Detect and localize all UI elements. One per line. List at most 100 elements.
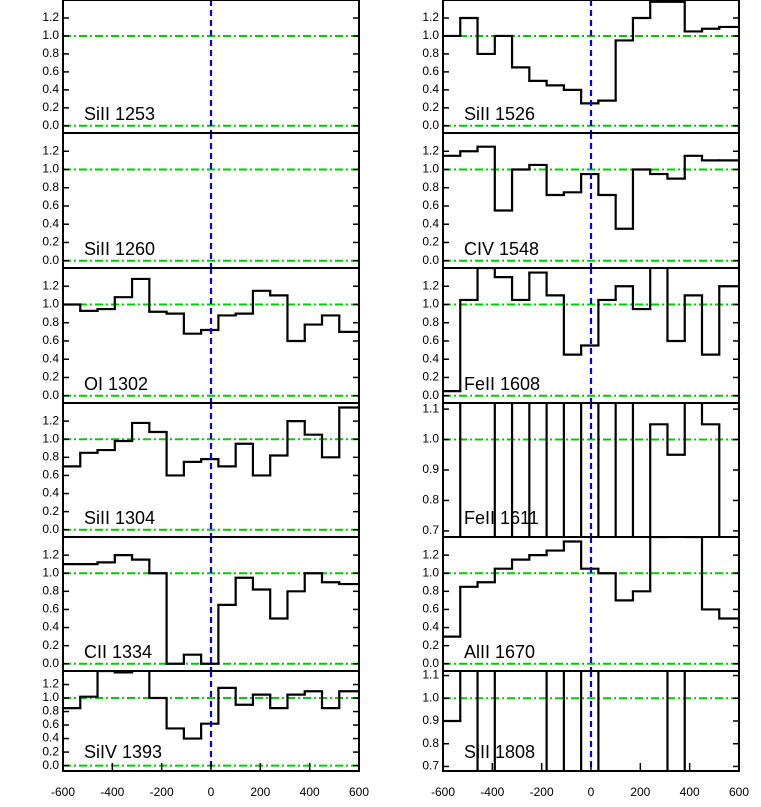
y-tick-label: 1.0 xyxy=(422,690,439,704)
y-tick-label: 0.4 xyxy=(422,82,439,96)
y-tick-label: 0.0 xyxy=(42,253,59,267)
y-tick-label: 1.0 xyxy=(42,297,59,311)
panel-label: CII 1334 xyxy=(84,642,152,662)
x-tick-label: 200 xyxy=(250,785,270,799)
y-tick-label: 1.2 xyxy=(42,677,59,691)
y-tick-label: 1.2 xyxy=(42,143,59,157)
panel-label: SiII 1260 xyxy=(84,239,155,259)
x-tick-label: -200 xyxy=(530,785,554,799)
panel-label: SiII 1526 xyxy=(464,104,535,124)
y-tick-label: 0.8 xyxy=(42,449,59,463)
panel-label: OI 1302 xyxy=(84,374,148,394)
y-tick-label: 0.6 xyxy=(42,64,59,78)
y-tick-label: 0.8 xyxy=(422,315,439,329)
y-tick-label: 1.2 xyxy=(422,278,439,292)
y-tick-label: 0.2 xyxy=(422,370,439,384)
y-tick-label: 1.0 xyxy=(42,431,59,445)
y-tick-label: 1.2 xyxy=(422,143,439,157)
y-tick-label: 0.4 xyxy=(42,216,59,230)
x-tick-label: 400 xyxy=(300,785,320,799)
y-tick-label: 0.2 xyxy=(42,504,59,518)
y-tick-label: 0.6 xyxy=(422,602,439,616)
panel-frame xyxy=(62,670,360,772)
panel xyxy=(63,537,359,671)
x-tick-label: -400 xyxy=(100,785,124,799)
y-tick-label: 0.2 xyxy=(422,638,439,652)
x-tick-label: 600 xyxy=(349,785,369,799)
y-tick-label: 1.0 xyxy=(422,432,439,446)
y-tick-label: 0.4 xyxy=(42,351,59,365)
y-tick-label: 0.0 xyxy=(422,656,439,670)
x-tick-label: -400 xyxy=(480,785,504,799)
x-tick-label: -200 xyxy=(150,785,174,799)
y-tick-label: 1.0 xyxy=(422,28,439,42)
panel xyxy=(443,268,739,403)
y-tick-label: 1.2 xyxy=(42,547,59,561)
y-tick-label: 0.0 xyxy=(42,388,59,402)
y-tick-label: 0.6 xyxy=(422,198,439,212)
y-tick-label: 0.0 xyxy=(42,522,59,536)
panel xyxy=(443,133,739,268)
panel xyxy=(63,0,359,133)
y-tick-label: 0.8 xyxy=(422,493,439,507)
y-tick-label: 0.0 xyxy=(42,656,59,670)
y-tick-label: 0.9 xyxy=(422,462,439,476)
y-tick-label: 0.0 xyxy=(422,253,439,267)
y-tick-label: 1.0 xyxy=(42,28,59,42)
y-tick-label: 1.2 xyxy=(42,278,59,292)
y-tick-label: 0.4 xyxy=(422,216,439,230)
y-tick-label: 0.2 xyxy=(42,370,59,384)
y-tick-label: 0.8 xyxy=(42,46,59,60)
y-tick-label: 0.8 xyxy=(422,46,439,60)
y-tick-label: 0.2 xyxy=(42,744,59,758)
y-tick-label: 1.0 xyxy=(422,162,439,176)
y-tick-label: 0.8 xyxy=(42,704,59,718)
y-tick-label: 0.9 xyxy=(422,713,439,727)
y-tick-label: 0.0 xyxy=(42,758,59,772)
y-tick-label: 0.7 xyxy=(422,759,439,773)
y-tick-label: 1.0 xyxy=(422,297,439,311)
panel-label: AlII 1670 xyxy=(464,642,535,662)
y-tick-label: 1.0 xyxy=(42,162,59,176)
panel-label: SiIV 1393 xyxy=(84,742,162,762)
y-tick-label: 0.2 xyxy=(42,100,59,114)
x-tick-label: -600 xyxy=(431,785,455,799)
y-tick-label: 0.6 xyxy=(42,602,59,616)
y-tick-label: 0.0 xyxy=(422,118,439,132)
panel xyxy=(63,403,359,537)
y-tick-label: 0.8 xyxy=(422,180,439,194)
y-tick-label: 1.2 xyxy=(422,547,439,561)
y-tick-label: 0.6 xyxy=(422,64,439,78)
y-tick-label: 0.4 xyxy=(42,620,59,634)
y-tick-label: 0.6 xyxy=(422,333,439,347)
y-tick-label: 1.1 xyxy=(422,401,439,415)
x-tick-label: 200 xyxy=(630,785,650,799)
y-tick-label: 0.6 xyxy=(42,198,59,212)
x-tick-label: -600 xyxy=(51,785,75,799)
x-tick-label: 0 xyxy=(588,785,595,799)
y-tick-label: 0.8 xyxy=(42,583,59,597)
y-tick-label: 0.2 xyxy=(422,100,439,114)
x-tick-label: 0 xyxy=(208,785,215,799)
y-tick-label: 1.2 xyxy=(42,413,59,427)
y-tick-label: 1.2 xyxy=(422,10,439,24)
y-tick-label: 0.6 xyxy=(42,468,59,482)
y-tick-label: 0.6 xyxy=(42,333,59,347)
y-tick-label: 1.0 xyxy=(42,565,59,579)
x-tick-label: 400 xyxy=(680,785,700,799)
y-tick-label: 0.7 xyxy=(422,523,439,537)
y-tick-label: 0.4 xyxy=(422,620,439,634)
panel xyxy=(443,403,739,537)
y-tick-label: 0.2 xyxy=(42,638,59,652)
y-tick-label: 0.8 xyxy=(422,736,439,750)
panel-label: SiII 1808 xyxy=(464,742,535,762)
y-tick-label: 1.0 xyxy=(422,565,439,579)
panel xyxy=(443,0,739,133)
panel xyxy=(443,671,739,771)
y-tick-label: 0.8 xyxy=(42,180,59,194)
panel-label: CIV 1548 xyxy=(464,239,539,259)
y-tick-label: 0.4 xyxy=(42,82,59,96)
panel-label: FeII 1611 xyxy=(464,508,539,528)
panel-label: SiII 1253 xyxy=(84,104,155,124)
